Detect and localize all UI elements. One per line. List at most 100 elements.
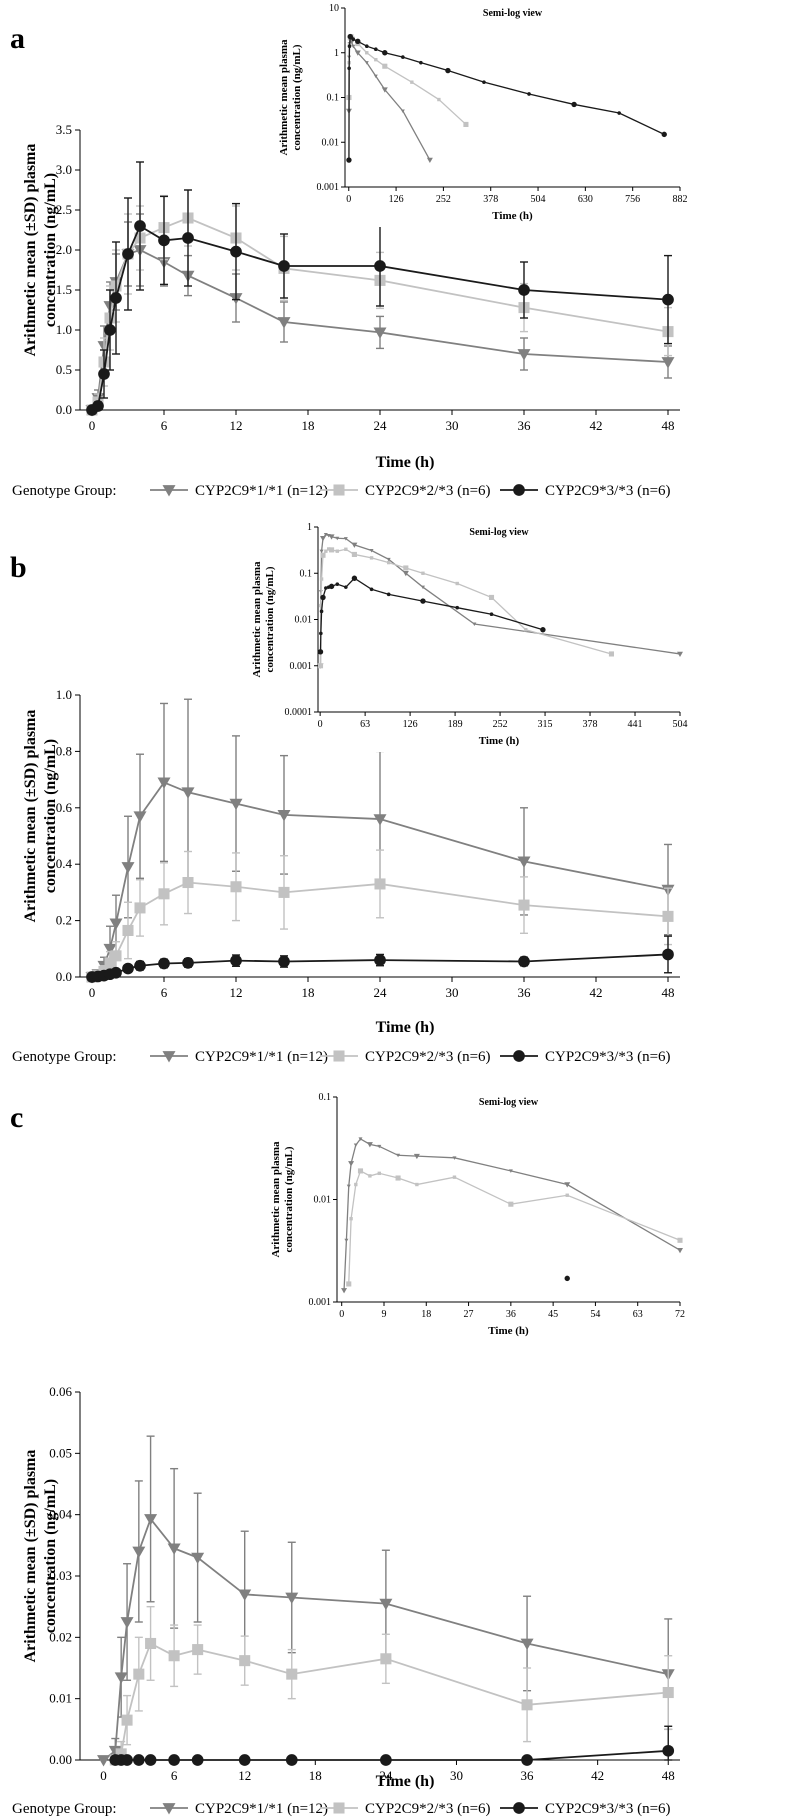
inset-y-axis-title-line1: Arithmetic mean plasma [278,39,290,156]
data-point [182,877,194,889]
x-axis-title: Time (h) [376,1773,435,1790]
data-point [168,1754,180,1766]
data-point [373,814,387,826]
legend-marker [513,1802,525,1814]
data-point [158,234,170,247]
inset-title: Semi-log view [479,1097,539,1108]
inset-data-point [323,532,328,537]
series-2 [109,1605,674,1766]
inset-series-line [319,577,544,652]
legend-marker [162,1051,176,1063]
inset-data-point [402,571,409,577]
y-tick-label: 3.5 [56,122,72,137]
data-point [238,1589,252,1601]
inset-y-tick-label: 0.1 [300,568,313,579]
inset-data-point [346,1281,352,1287]
data-point [157,777,171,789]
legend-label: CYP2C9*1/*1 (n=12) [195,1049,328,1065]
data-point [192,1644,204,1656]
inset-data-point [366,1142,373,1148]
inset-y-tick-label: 0.001 [309,1297,332,1308]
inset-y-axis-title-line1: Arithmetic mean plasma [270,1141,282,1258]
inset-x-tick-label: 54 [590,1309,600,1320]
data-point [373,327,387,339]
inset-data-point [617,111,621,115]
data-point [181,787,195,799]
inset-data-point [319,631,323,636]
data-point [191,1552,205,1565]
data-point [134,959,146,972]
inset-data-point [508,1169,513,1173]
inset-x-axis-title: Time (h) [488,1325,529,1337]
inset-data-point [351,37,356,42]
inset-x-tick-label: 504 [531,194,546,205]
inset-title: Semi-log view [483,8,543,19]
x-tick-label: 0 [89,985,96,1000]
inset-y-tick-label: 0.0001 [285,707,313,718]
data-point [380,1653,392,1665]
x-tick-label: 24 [374,418,388,433]
legend-title: Genotype Group: [12,1801,117,1817]
inset-x-tick-label: 72 [675,1309,685,1320]
data-point [285,1592,299,1604]
legend-marker [162,1803,176,1815]
data-point [518,955,530,968]
legend-marker [333,1802,345,1814]
inset-data-point [373,74,378,79]
inset-data-point [410,80,414,84]
data-point [229,798,243,811]
data-point [662,948,674,961]
inset-x-tick-label: 27 [464,1309,474,1320]
y-tick-label: 0.01 [49,1691,72,1706]
series-line [114,1642,669,1761]
data-point [104,324,116,336]
inset-data-point [348,1161,355,1167]
data-point [380,1754,392,1766]
inset-data-point [445,67,451,74]
inset-data-point [396,1153,401,1158]
y-tick-label: 0.04 [49,1507,72,1522]
inset-data-point [540,627,546,633]
series-line [91,249,669,411]
x-tick-label: 42 [590,418,603,433]
data-point [97,1755,111,1767]
inset-y-axis-title-line2: concentration (ng/mL) [283,1146,295,1252]
inset-data-point [374,57,378,62]
y-tick-label: 0.8 [56,743,72,758]
data-point [518,284,530,296]
inset-y-tick-label: 0.01 [322,137,340,148]
inset-data-point [319,577,324,581]
inset-x-tick-label: 630 [578,194,593,205]
y-tick-label: 0.05 [49,1445,72,1460]
x-tick-label: 36 [518,985,532,1000]
inset-data-point [382,63,388,69]
legend-label: CYP2C9*2/*3 (n=6) [365,1049,491,1065]
inset-data-point [346,157,352,163]
data-point [121,862,135,874]
y-axis-title-line2: concentration (ng/mL) [42,173,59,327]
data-point [379,1598,393,1611]
panel-a: a 0 6 12 18 24 30 36 42 48 0.0 0.5 1.0 1.5 2.0 2.5 3.0 3.… [10,3,688,499]
inset-y-tick-label: 0.001 [290,661,313,672]
inset-data-point [319,536,326,542]
legend: Genotype Group: CYP2C9*1/*1 (n=12) CYP2C9*… [12,1049,671,1065]
inset-series-line [319,548,612,666]
inset-x-axis-title: Time (h) [492,210,533,222]
data-point [662,1687,674,1699]
inset-data-point [437,97,441,102]
inset-data-point [420,585,425,590]
series-3 [109,1725,675,1766]
inset-x-tick-label: 126 [403,719,418,730]
x-axis-title: Time (h) [376,454,435,471]
inset-x-tick-label: 756 [625,194,640,205]
inset-series-line [319,533,681,666]
inset-data-point [661,131,667,138]
inset-x-tick-label: 18 [421,1309,431,1320]
data-point [122,962,134,975]
data-point [120,1617,134,1629]
inset-data-point [413,1153,420,1160]
data-point [104,957,116,969]
inset-data-point [369,556,374,560]
inset-data-point [344,547,348,551]
inset-data-point [349,40,354,45]
